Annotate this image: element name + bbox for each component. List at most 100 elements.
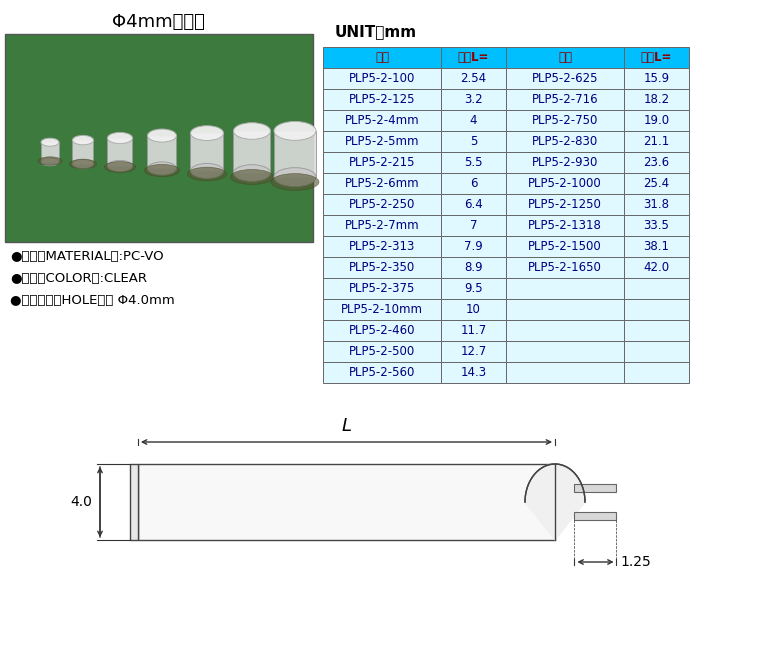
Bar [130, 464, 138, 540]
Text: 2.54: 2.54 [461, 72, 487, 85]
Text: 1.25: 1.25 [620, 555, 651, 569]
Text: 7: 7 [470, 219, 477, 232]
Text: 21.1: 21.1 [643, 135, 669, 148]
Bar [323, 257, 441, 278]
Bar [441, 68, 506, 89]
Text: 8.9: 8.9 [464, 261, 483, 274]
Bar [506, 89, 624, 110]
Text: PLP5-2-6mm: PLP5-2-6mm [345, 177, 419, 190]
Bar [575, 484, 617, 492]
Bar [441, 236, 506, 257]
Text: PLP5-2-560: PLP5-2-560 [349, 366, 415, 379]
Text: 5.5: 5.5 [464, 156, 483, 169]
Bar [441, 194, 506, 215]
Bar [624, 299, 689, 320]
Ellipse shape [148, 162, 177, 175]
Text: PLP5-2-830: PLP5-2-830 [532, 135, 598, 148]
Text: 31.8: 31.8 [643, 198, 669, 211]
Bar [624, 215, 689, 236]
Bar [441, 173, 506, 194]
Bar [624, 236, 689, 257]
Bar [506, 110, 624, 131]
Bar [441, 341, 506, 362]
Ellipse shape [187, 167, 226, 181]
Bar [138, 464, 555, 540]
Text: 型号: 型号 [558, 51, 572, 64]
Bar [506, 131, 624, 152]
Bar [624, 173, 689, 194]
Text: 14.3: 14.3 [461, 366, 487, 379]
Bar [323, 110, 441, 131]
Bar [506, 320, 624, 341]
Bar [624, 47, 689, 68]
Ellipse shape [38, 157, 62, 165]
Bar [506, 236, 624, 257]
Text: PLP5-2-1250: PLP5-2-1250 [528, 198, 602, 211]
Bar [323, 152, 441, 173]
Text: PLP5-2-313: PLP5-2-313 [349, 240, 415, 253]
Text: 9.5: 9.5 [464, 282, 483, 295]
Text: PLP5-2-7mm: PLP5-2-7mm [345, 219, 419, 232]
Text: 19.0: 19.0 [643, 114, 669, 127]
Text: 42.0: 42.0 [643, 261, 669, 274]
Bar [441, 152, 506, 173]
Text: 38.1: 38.1 [643, 240, 669, 253]
Bar [506, 47, 624, 68]
Text: PLP5-2-716: PLP5-2-716 [532, 93, 598, 106]
Text: PLP5-2-1500: PLP5-2-1500 [528, 240, 602, 253]
Bar [441, 362, 506, 383]
Bar [441, 215, 506, 236]
Bar [624, 362, 689, 383]
Text: 5: 5 [470, 135, 477, 148]
Text: UNIT：mm: UNIT：mm [335, 24, 417, 39]
Bar [624, 89, 689, 110]
Bar [441, 299, 506, 320]
Ellipse shape [274, 122, 316, 141]
Text: PLP5-2-250: PLP5-2-250 [349, 198, 415, 211]
Text: 11.7: 11.7 [461, 324, 487, 337]
Ellipse shape [105, 162, 135, 172]
Bar [323, 68, 441, 89]
Bar [323, 320, 441, 341]
Bar [506, 278, 624, 299]
Bar [323, 278, 441, 299]
Bar [233, 131, 271, 173]
Bar [441, 257, 506, 278]
Text: PLP5-2-1650: PLP5-2-1650 [528, 261, 602, 274]
Polygon shape [525, 464, 585, 540]
Text: 长度L=: 长度L= [457, 51, 489, 64]
Ellipse shape [73, 135, 93, 145]
Text: 33.5: 33.5 [643, 219, 669, 232]
Bar [441, 131, 506, 152]
Bar [41, 142, 59, 162]
Text: 15.9: 15.9 [643, 72, 669, 85]
Text: PLP5-2-5mm: PLP5-2-5mm [345, 135, 419, 148]
Ellipse shape [41, 138, 59, 147]
Bar [441, 47, 506, 68]
Text: PLP5-2-10mm: PLP5-2-10mm [341, 303, 423, 316]
Text: 4.0: 4.0 [70, 495, 92, 509]
Bar [148, 135, 177, 168]
Bar [624, 152, 689, 173]
Ellipse shape [73, 159, 93, 169]
Bar [323, 341, 441, 362]
Bar [323, 173, 441, 194]
Ellipse shape [230, 170, 274, 185]
Ellipse shape [108, 160, 132, 171]
Text: L: L [341, 417, 351, 435]
Text: PLP5-2-215: PLP5-2-215 [349, 156, 415, 169]
Bar [441, 278, 506, 299]
Bar [624, 341, 689, 362]
Bar [5, 34, 313, 242]
Ellipse shape [70, 159, 96, 169]
Text: Φ4mm导光柱: Φ4mm导光柱 [112, 13, 204, 31]
Ellipse shape [233, 123, 271, 139]
Ellipse shape [108, 132, 132, 144]
Bar [190, 133, 223, 171]
Text: 18.2: 18.2 [643, 93, 669, 106]
Bar [506, 215, 624, 236]
Bar [506, 341, 624, 362]
Ellipse shape [148, 129, 177, 142]
Bar [506, 173, 624, 194]
Bar [575, 512, 617, 520]
